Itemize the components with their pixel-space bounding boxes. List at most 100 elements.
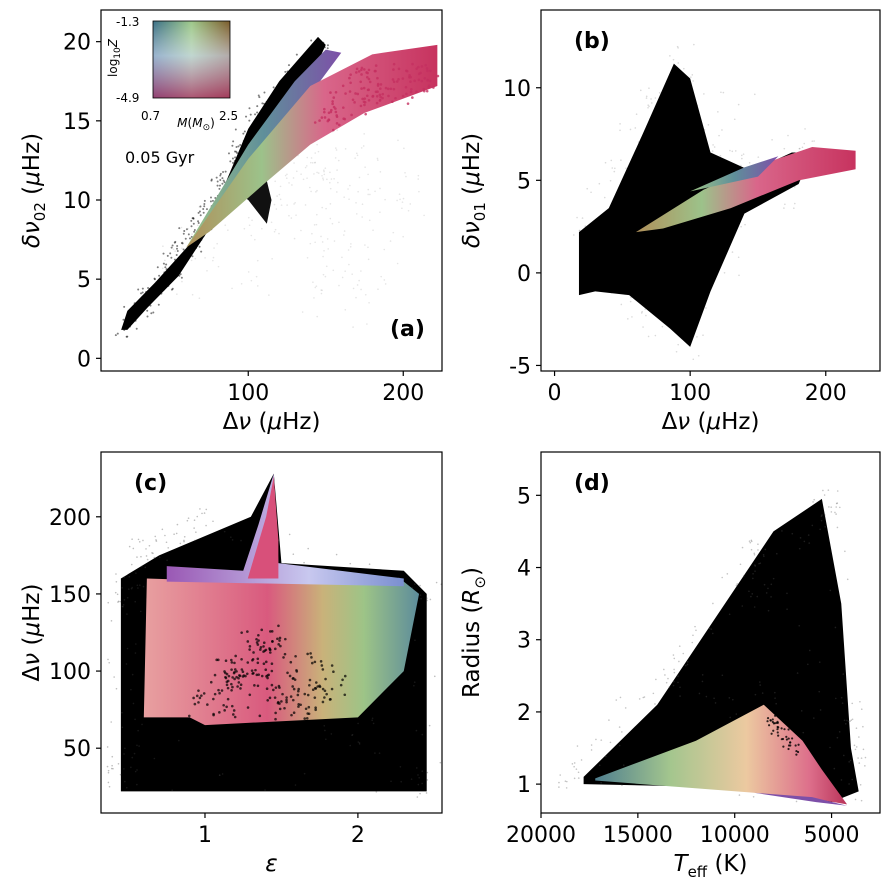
background-point	[256, 657, 260, 661]
background-point	[249, 113, 252, 116]
background-point	[329, 203, 332, 205]
background-point	[239, 144, 242, 147]
background-point	[260, 109, 263, 112]
background-point	[677, 681, 679, 684]
colored-point	[401, 94, 405, 98]
background-point	[573, 762, 576, 764]
background-point	[301, 311, 304, 313]
background-point	[145, 290, 148, 293]
colored-point	[395, 80, 399, 83]
background-point	[122, 605, 124, 608]
background-point	[708, 627, 711, 630]
background-point	[286, 204, 288, 206]
background-point	[174, 276, 177, 279]
background-point	[237, 145, 240, 148]
background-point	[417, 178, 420, 180]
background-point	[256, 684, 260, 688]
background-point	[322, 45, 325, 48]
background-point	[306, 256, 309, 259]
background-point	[112, 767, 114, 770]
background-point	[651, 102, 653, 104]
background-point	[774, 714, 777, 717]
background-point	[162, 262, 165, 265]
background-point	[713, 146, 716, 148]
background-point	[766, 720, 769, 723]
background-point	[108, 785, 111, 788]
background-point	[295, 53, 298, 56]
background-point	[846, 719, 848, 722]
colored-point	[361, 97, 364, 101]
background-point	[803, 142, 806, 145]
background-point	[288, 80, 291, 83]
background-point	[250, 133, 253, 136]
background-point	[310, 190, 312, 193]
background-point	[576, 745, 579, 747]
background-point	[257, 673, 261, 676]
background-point	[285, 177, 288, 180]
background-point	[720, 91, 722, 94]
background-point	[317, 39, 320, 42]
background-point	[285, 696, 288, 699]
background-point	[176, 245, 179, 248]
background-point	[712, 144, 714, 146]
background-point	[116, 332, 119, 335]
plot-area-2	[573, 43, 856, 361]
background-point	[752, 572, 754, 575]
background-point	[772, 577, 775, 580]
colored-point	[375, 101, 379, 105]
background-point	[136, 744, 138, 747]
background-point	[696, 336, 698, 338]
background-point	[198, 245, 201, 248]
background-point	[421, 782, 423, 785]
colored-point	[394, 96, 397, 100]
background-point	[230, 688, 233, 692]
background-point	[241, 675, 245, 678]
background-point	[324, 729, 326, 732]
y-tick-label: 10	[63, 189, 91, 214]
colored-point	[313, 121, 317, 124]
background-point	[248, 648, 251, 651]
background-point	[212, 520, 214, 523]
colored-point	[363, 100, 367, 104]
background-point	[324, 167, 327, 169]
background-point	[210, 179, 213, 182]
axes-frame-4	[540, 451, 881, 814]
background-point	[183, 229, 186, 232]
background-point	[759, 684, 762, 686]
background-point	[801, 146, 804, 149]
background-point	[147, 286, 150, 289]
background-point	[156, 266, 159, 269]
background-point	[136, 783, 138, 786]
background-point	[132, 702, 135, 705]
background-point	[819, 528, 821, 531]
background-point	[723, 272, 726, 274]
background-point	[629, 128, 632, 131]
background-point	[822, 489, 824, 492]
background-point	[571, 763, 574, 765]
background-point	[264, 789, 266, 791]
background-point	[713, 697, 715, 700]
background-point	[255, 637, 258, 641]
background-point	[173, 241, 176, 244]
background-point	[862, 748, 865, 751]
background-point	[619, 696, 622, 699]
background-point	[838, 506, 841, 509]
x-tick-label: 15000	[603, 823, 673, 848]
background-point	[110, 721, 112, 723]
background-point	[374, 752, 376, 754]
background-point	[218, 187, 221, 190]
background-point	[372, 229, 374, 231]
background-point	[333, 178, 335, 180]
background-point	[645, 95, 648, 98]
background-point	[418, 190, 420, 193]
colored-point	[379, 95, 382, 99]
background-point	[164, 276, 167, 279]
background-point	[677, 62, 680, 64]
background-point	[247, 216, 250, 219]
background-point	[240, 539, 242, 542]
background-point	[358, 279, 360, 282]
colored-point	[376, 84, 380, 87]
background-point	[686, 663, 689, 666]
background-point	[178, 274, 181, 277]
background-point	[148, 287, 151, 290]
